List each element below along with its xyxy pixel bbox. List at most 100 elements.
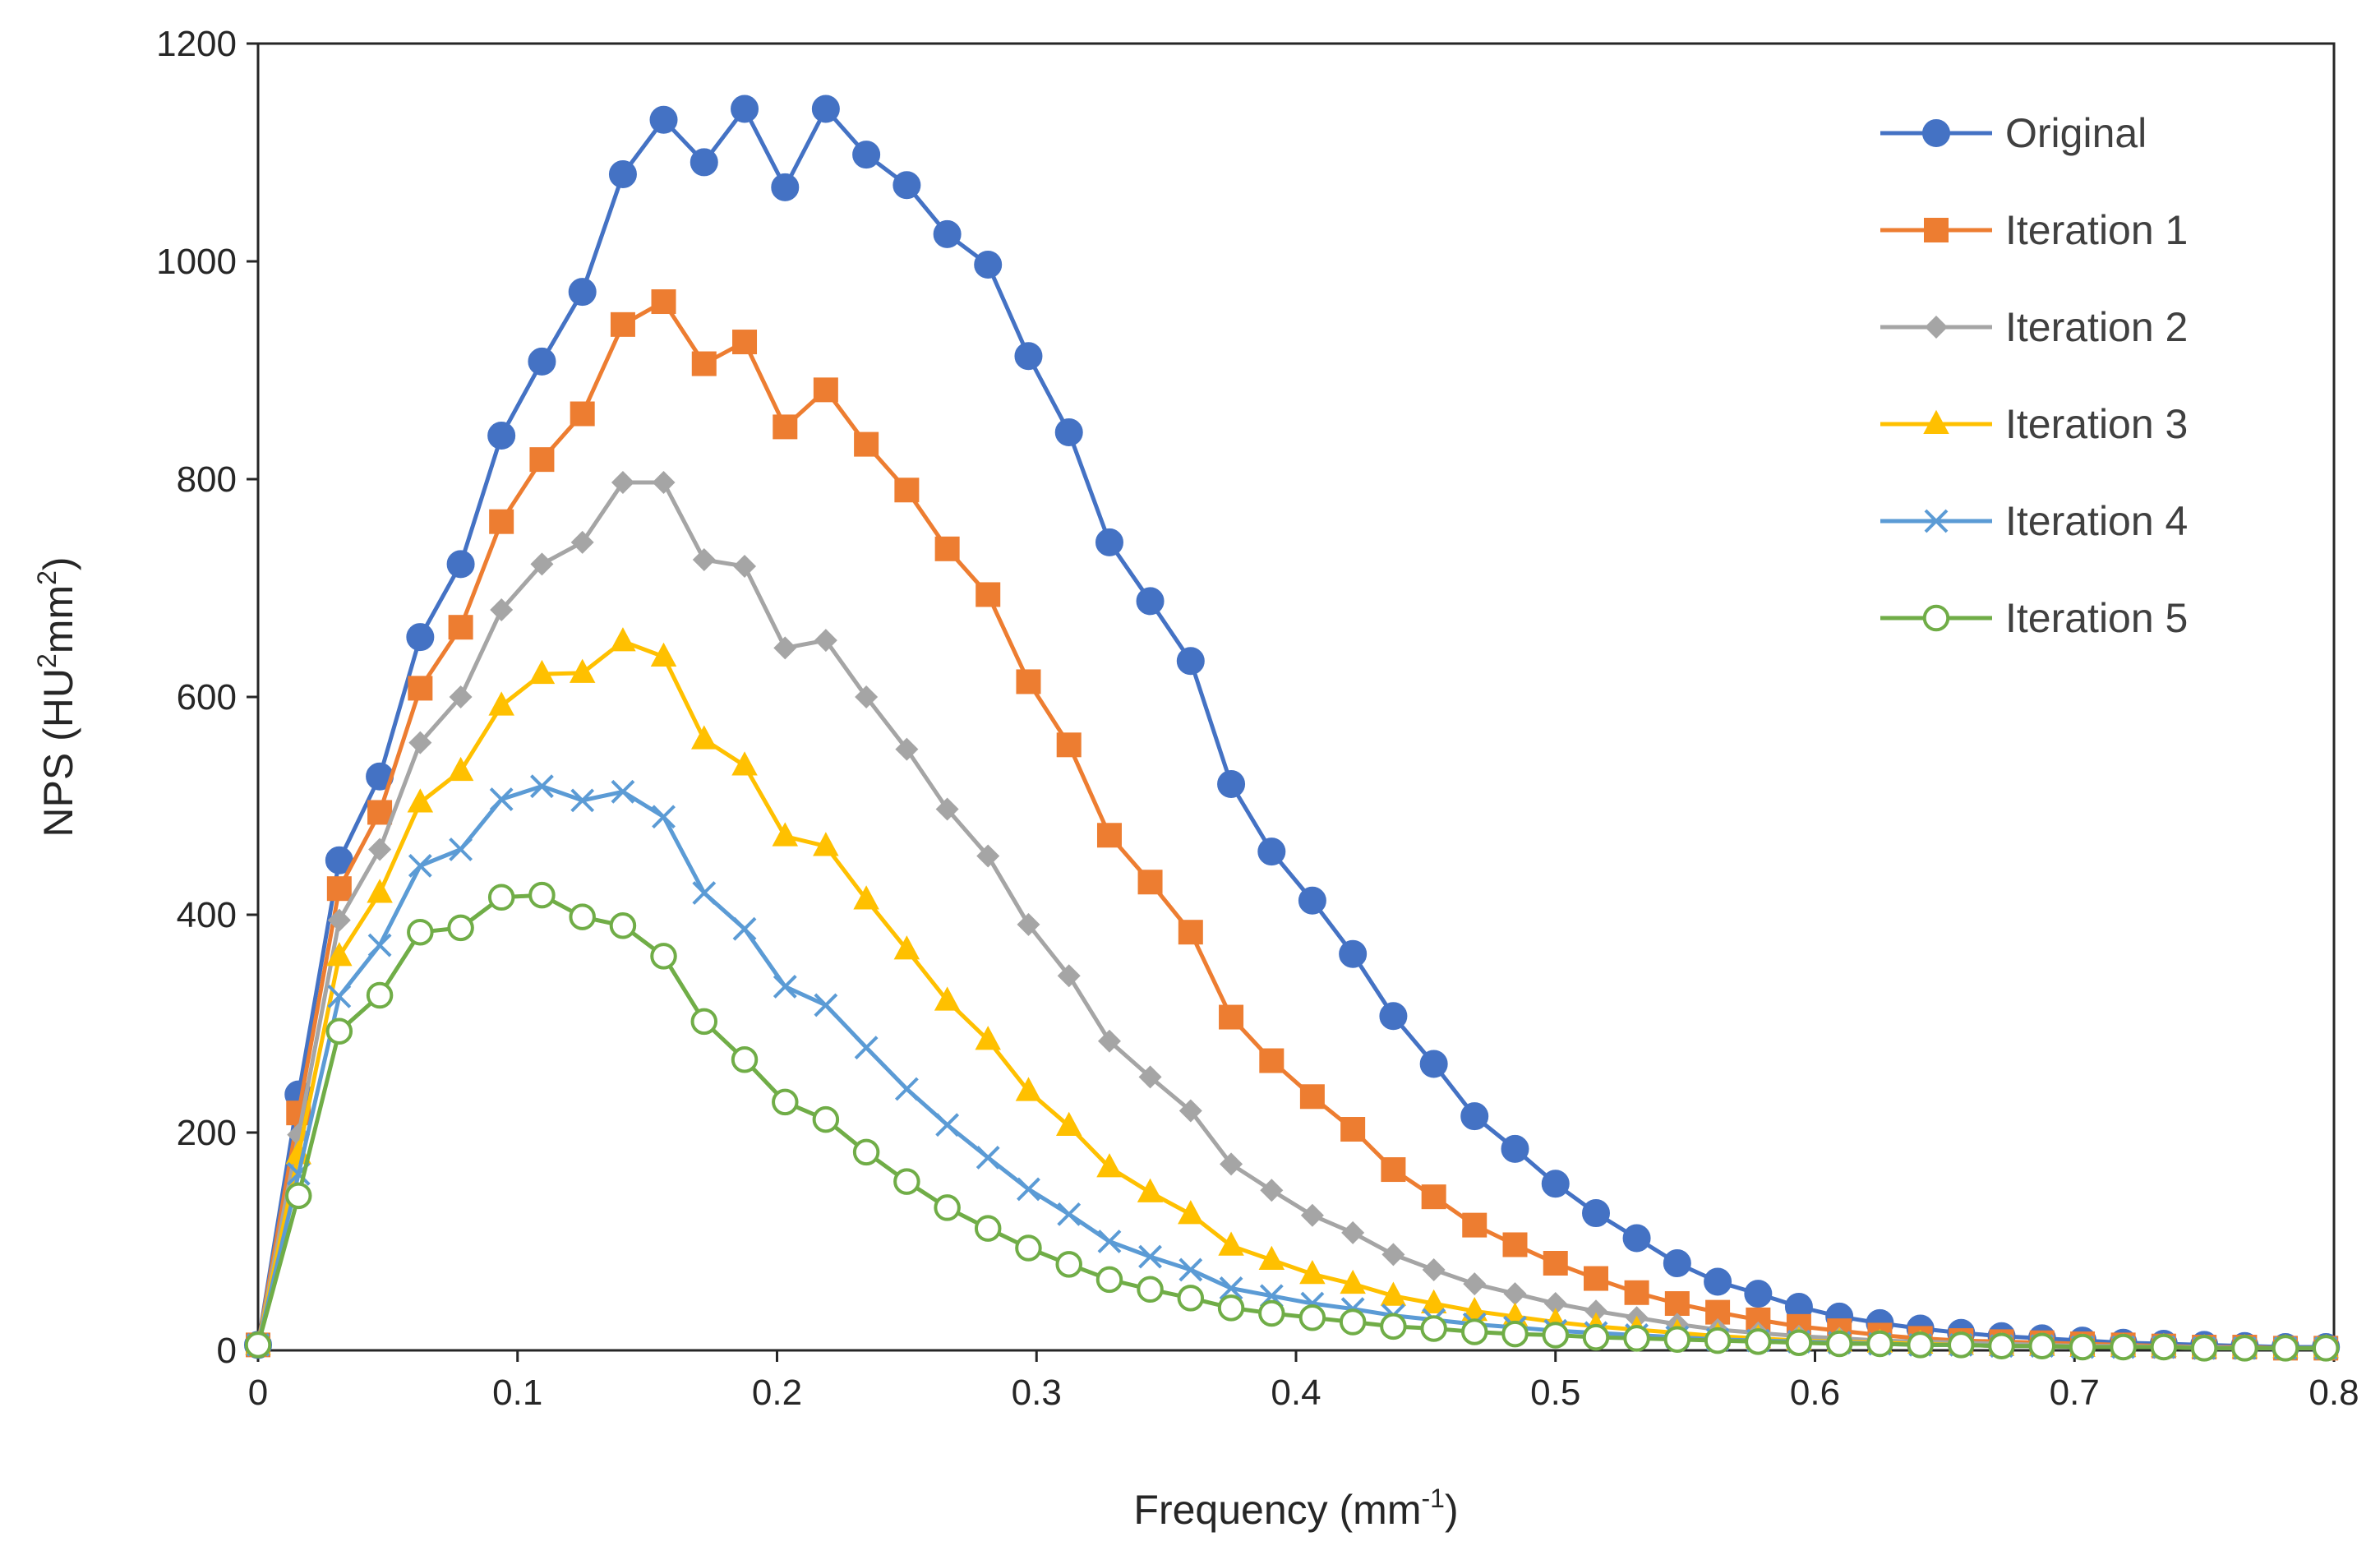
data-point [1137, 1276, 1164, 1304]
data-point [487, 422, 516, 450]
data-point [448, 615, 473, 640]
data-point [2110, 1333, 2137, 1361]
data-point [732, 916, 757, 941]
data-point [731, 1045, 759, 1073]
data-point [1907, 1331, 1934, 1359]
data-point [652, 470, 676, 494]
data-point [570, 401, 595, 427]
data-point [692, 548, 716, 572]
data-point [406, 623, 435, 652]
y-axis-title-sup2: 2 [32, 570, 62, 585]
data-point [811, 95, 840, 123]
data-point [1664, 1291, 1690, 1317]
data-point [367, 933, 392, 957]
data-point [1016, 669, 1041, 694]
data-point [894, 1077, 919, 1101]
data-point [651, 289, 676, 315]
data-point [1379, 1002, 1408, 1031]
data-point [570, 530, 594, 554]
data-point [1623, 1325, 1650, 1352]
series-line [256, 480, 2327, 1350]
legend-item: Iteration 1 [1880, 207, 2188, 253]
data-point [691, 725, 717, 750]
data-point [1217, 770, 1246, 798]
data-point [1057, 964, 1081, 988]
data-point [2150, 1333, 2178, 1361]
data-point [1298, 886, 1326, 915]
series-line [256, 893, 2327, 1350]
data-point [1948, 1331, 1975, 1359]
data-point [367, 879, 393, 903]
data-point [975, 1026, 1001, 1050]
data-point [1380, 1281, 1407, 1306]
y-tick-label: 600 [177, 677, 237, 718]
data-point [893, 935, 920, 960]
data-point [1220, 1152, 1243, 1176]
data-point [649, 105, 678, 134]
data-point [2028, 1332, 2056, 1359]
x-tick-label: 0.8 [2309, 1373, 2359, 1413]
data-point [1582, 1323, 1610, 1351]
y-tick-label: 200 [177, 1113, 237, 1153]
series-layer [244, 95, 2341, 1362]
data-point [1178, 1200, 1204, 1225]
data-point [773, 414, 798, 440]
data-point [855, 685, 879, 708]
data-point [1420, 1289, 1447, 1314]
data-point [1014, 342, 1043, 371]
data-point [1095, 528, 1123, 556]
data-point [608, 160, 637, 188]
data-point [813, 832, 839, 856]
legend-label: Iteration 1 [2005, 207, 2188, 253]
data-point [1260, 1179, 1284, 1202]
data-point [692, 881, 717, 905]
data-point [325, 1017, 353, 1045]
y-tick-label: 1200 [156, 24, 237, 64]
data-point [1339, 1308, 1367, 1336]
data-point [1419, 1050, 1448, 1078]
data-point [814, 993, 838, 1017]
data-point [1422, 1257, 1446, 1281]
data-point [1097, 1029, 1121, 1053]
data-point [490, 598, 514, 621]
legend-item: Original [1880, 110, 2147, 156]
data-point [894, 478, 920, 503]
data-point [1177, 1285, 1205, 1312]
data-point [731, 95, 759, 123]
data-point [772, 822, 799, 847]
data-point [1178, 1099, 1202, 1123]
data-point [650, 642, 677, 667]
data-point [2190, 1335, 2218, 1362]
data-point [1381, 1243, 1405, 1267]
data-point [611, 779, 635, 804]
data-point [1095, 1266, 1123, 1294]
data-point [2069, 1333, 2096, 1361]
data-point [933, 219, 962, 248]
data-point [1381, 1157, 1406, 1183]
data-point [488, 691, 514, 716]
data-point [773, 975, 797, 999]
data-point [1421, 1184, 1446, 1210]
data-point [813, 377, 838, 403]
data-point [893, 1168, 920, 1195]
data-point [934, 536, 960, 561]
data-point [732, 330, 758, 355]
data-point [1543, 1251, 1568, 1276]
data-point [1461, 1297, 1488, 1322]
legend-item: Iteration 5 [1880, 595, 2188, 641]
data-point [1258, 1299, 1285, 1327]
data-point [1501, 1320, 1529, 1348]
series-line [256, 299, 2327, 1350]
data-point [1057, 1202, 1082, 1226]
legend-marker [1922, 604, 1950, 632]
y-axis-title-sup1: 2 [32, 653, 62, 668]
data-point [1542, 1322, 1569, 1349]
data-point [1257, 837, 1286, 866]
x-axis-title-base: Frequency (mm [1133, 1487, 1421, 1533]
data-point [408, 676, 433, 701]
data-point [1704, 1327, 1732, 1354]
data-point [773, 636, 797, 660]
data-point [327, 984, 352, 1008]
data-point [244, 1331, 272, 1359]
x-tick-label: 0.7 [2050, 1373, 2100, 1413]
